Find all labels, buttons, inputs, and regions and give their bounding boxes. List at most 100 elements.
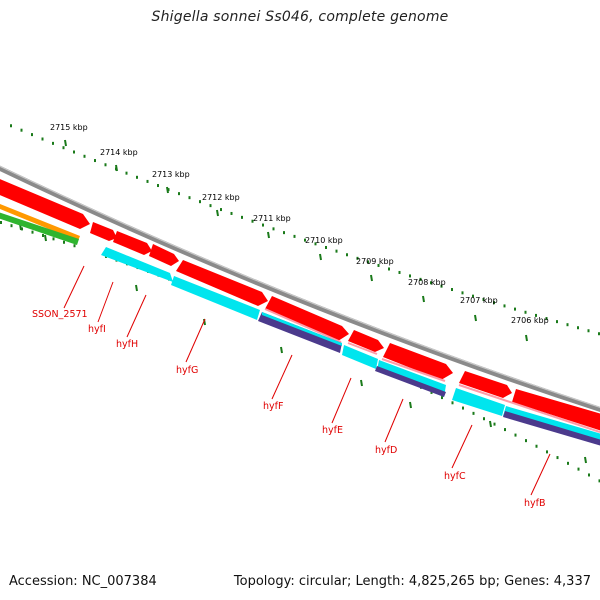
gene-label[interactable]: hyfD [375,445,397,456]
kbp-tick-label: 2714 kbp [100,148,138,157]
ruler-major-tick [115,164,118,172]
inner-ruler-dot [31,230,34,234]
ruler-dot [10,124,12,128]
gene-leader-line [126,294,147,338]
inner-ruler-dot [462,406,464,410]
gene-label[interactable]: hyfB [524,498,546,509]
kbp-tick-label: 2710 kbp [305,236,343,245]
ruler-major-tick [319,253,322,261]
inner-ruler-tick [360,379,363,387]
ruler-dot [472,294,474,298]
kbp-ruler: 2715 kbp 2714 kbp 2713 kbp 2712 kbp 2711 kbp… [10,123,600,342]
ruler-dot [62,146,65,150]
inner-ruler-dot [451,401,454,405]
ruler-dot [535,313,537,317]
ruler-major-tick [370,274,373,282]
genome-summary: Topology: circular; Length: 4,825,265 bp… [233,574,591,589]
gene-label[interactable]: hyfE [322,425,343,436]
inner-ruler-dot [514,433,517,437]
gene-leader-line [97,281,114,323]
gene-label[interactable]: hyfH [116,339,138,350]
ruler-dot [577,326,579,330]
ruler-dot [94,159,96,163]
ruler-dot [52,141,54,145]
gene-label[interactable]: hyfI [88,324,106,335]
kbp-tick-label: 2709 kbp [356,257,394,266]
inner-ruler-dot [52,237,55,241]
inner-ruler-dot [546,450,548,454]
ruler-dot [461,291,464,295]
ruler-dot [493,301,495,305]
cds-arrow-hyfD[interactable] [383,343,453,380]
inner-ruler-dot [472,411,475,415]
inner-ruler-dot [42,233,44,237]
gene-leader-line [185,318,206,363]
gene-label[interactable]: hyfC [444,471,466,482]
ruler-dot [514,307,516,311]
map-title: Shigella sonnei Ss046, complete genome [151,9,449,25]
ruler-dot [73,150,75,154]
ruler-dot [41,137,44,141]
gene-label[interactable]: hyfG [176,365,198,376]
inner-ruler-tick [280,346,283,354]
cds-arrow-SSON_2571[interactable] [0,177,90,229]
ruler-dot [503,304,506,308]
ruler-dot [430,281,432,285]
inner-ruler-dot [430,390,433,394]
gene-leader-line [384,398,404,443]
cds-arrow-hyfH[interactable] [113,231,152,255]
cds-arrow-hyfH2[interactable] [149,244,179,266]
kbp-tick-label: 2713 kbp [152,170,190,179]
inner-ruler-dot [588,473,590,477]
ruler-major-tick [422,295,425,303]
cds-arrow-hyfE[interactable] [348,330,384,352]
orange-track [0,204,80,241]
inner-ruler [0,221,600,483]
inner-ruler-dot [535,444,538,448]
inner-ruler-tick [44,234,47,242]
ruler-dot [398,270,401,274]
ruler-dot [566,323,569,327]
ruler-dot [482,297,485,301]
inner-ruler-tick [135,284,138,292]
gc-content-track [101,247,173,282]
gene-label[interactable]: SSON_2571 [32,309,88,320]
inner-ruler-dot [441,396,443,400]
ruler-dot [220,208,222,212]
ruler-dot [293,234,296,238]
kbp-tick-label: 2712 kbp [202,193,240,202]
inner-ruler-dot [21,227,23,231]
ruler-dot [83,154,86,158]
inner-ruler-dot [493,422,496,426]
ruler-dot [146,179,149,183]
gene-leader-line [530,453,551,496]
ruler-dot [262,223,264,227]
ruler-dot [524,310,527,314]
ruler-dot [409,274,411,278]
ruler-dot [188,196,191,200]
ruler-dot [20,128,23,132]
ruler-dot [325,245,327,249]
inner-ruler-tick [584,456,587,464]
ruler-dot [136,175,138,179]
ruler-dot [125,171,128,175]
ruler-dot [241,215,243,219]
ruler-major-tick [166,186,169,194]
cds-arrow-hyfF[interactable] [265,296,349,341]
ruler-dot [598,332,600,336]
gene-leader-line [331,377,352,424]
ruler-dot [167,188,170,192]
ruler-dot [377,263,380,267]
cds-arrow-hyfB[interactable] [512,389,600,432]
inner-ruler-tick [409,401,412,409]
inner-ruler-dot [63,240,65,244]
cds-arrow-hyfG[interactable] [176,260,268,306]
ruler-dot [251,219,254,223]
gene-label[interactable]: hyfF [263,401,283,412]
cds-arrow-hyfC[interactable] [459,371,512,398]
ruler-dot [356,256,359,260]
cds-arrow-hyfI[interactable] [90,222,117,241]
ruler-major-tick [216,209,219,217]
